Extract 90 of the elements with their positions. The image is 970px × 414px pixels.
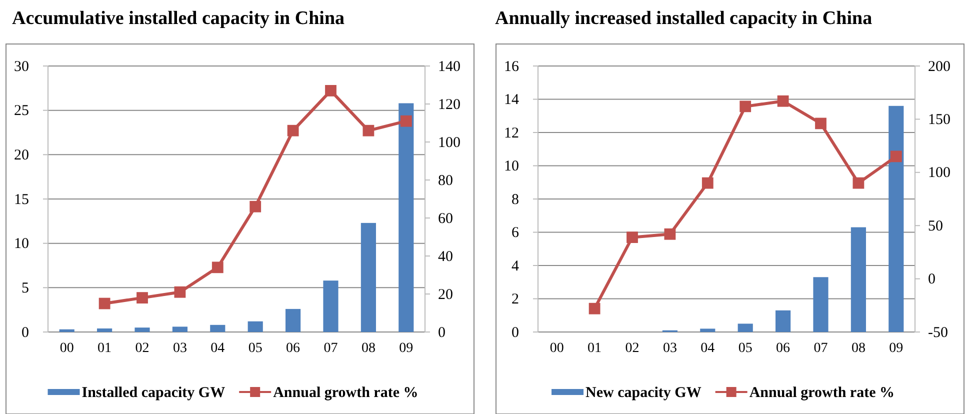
y-tick-label: 0 bbox=[22, 324, 29, 341]
point bbox=[136, 292, 148, 304]
x-tick-label: 05 bbox=[248, 340, 262, 356]
point bbox=[287, 124, 299, 136]
point bbox=[250, 200, 262, 212]
y-tick-label: 8 bbox=[512, 192, 519, 208]
legend-label: Annual growth rate % bbox=[273, 385, 418, 401]
y2-tick-label: 0 bbox=[438, 324, 446, 341]
x-tick-label: 05 bbox=[738, 340, 752, 356]
y2-tick-label: 60 bbox=[438, 210, 453, 227]
x-tick-label: 09 bbox=[889, 340, 904, 356]
bar bbox=[97, 328, 112, 332]
point bbox=[890, 150, 902, 162]
chart-title: Accumulative installed capacity in China bbox=[12, 8, 346, 29]
x-tick-label: 08 bbox=[361, 340, 376, 356]
y-tick-label: 16 bbox=[504, 58, 520, 75]
x-tick-label: 06 bbox=[286, 340, 300, 356]
y-tick-label: 12 bbox=[504, 125, 519, 142]
bar bbox=[738, 324, 753, 332]
x-tick-label: 08 bbox=[851, 340, 866, 356]
x-tick-label: 09 bbox=[399, 340, 414, 356]
bar bbox=[172, 326, 188, 332]
point bbox=[626, 232, 638, 244]
y2-tick-label: 50 bbox=[928, 218, 943, 234]
point bbox=[98, 298, 110, 310]
legend-label: New capacity GW bbox=[586, 385, 702, 401]
y-tick-label: 14 bbox=[504, 92, 520, 108]
x-tick-label: 00 bbox=[60, 340, 74, 356]
x-tick-label: 02 bbox=[625, 340, 640, 356]
bar bbox=[248, 321, 263, 332]
y2-tick-label: 20 bbox=[438, 286, 453, 303]
y2-tick-label: 120 bbox=[438, 96, 460, 113]
bar bbox=[59, 329, 74, 332]
point bbox=[815, 118, 826, 130]
y-tick-label: 20 bbox=[14, 147, 29, 164]
point bbox=[400, 115, 412, 127]
y-tick-label: 0 bbox=[512, 324, 519, 341]
x-tick-label: 07 bbox=[324, 340, 338, 356]
x-tick-label: 01 bbox=[588, 340, 602, 356]
bar bbox=[286, 308, 301, 332]
legend-label: Installed capacity GW bbox=[82, 385, 226, 401]
x-tick-label: 01 bbox=[98, 340, 112, 356]
y2-tick-label: -50 bbox=[928, 324, 948, 341]
bar bbox=[888, 106, 904, 332]
point bbox=[212, 262, 224, 274]
bar bbox=[210, 324, 226, 332]
y-tick-label: 25 bbox=[14, 103, 29, 120]
x-tick-label: 07 bbox=[814, 340, 828, 356]
y-tick-label: 15 bbox=[14, 192, 29, 208]
x-tick-label: 00 bbox=[550, 340, 564, 356]
bar bbox=[700, 328, 716, 332]
bar bbox=[323, 280, 338, 332]
bar bbox=[134, 328, 150, 332]
y-tick-label: 30 bbox=[14, 58, 29, 75]
y2-tick-label: 40 bbox=[438, 248, 453, 265]
point bbox=[362, 124, 374, 136]
point bbox=[740, 100, 752, 112]
y2-tick-label: 140 bbox=[438, 58, 460, 75]
y-tick-label: 5 bbox=[22, 280, 29, 296]
point bbox=[702, 177, 714, 189]
bar bbox=[776, 310, 791, 332]
y2-tick-label: 200 bbox=[928, 58, 950, 75]
y-tick-label: 10 bbox=[14, 236, 29, 252]
bar bbox=[360, 222, 376, 332]
x-tick-label: 03 bbox=[662, 340, 677, 356]
x-tick-label: 03 bbox=[172, 340, 187, 356]
point bbox=[664, 228, 676, 240]
y2-tick-label: 150 bbox=[928, 112, 950, 128]
legend-label: Annual growth rate % bbox=[749, 385, 894, 401]
chart-title: Annually increased installed capacity in China bbox=[495, 8, 873, 29]
point bbox=[777, 95, 789, 107]
y-tick-label: 10 bbox=[504, 158, 519, 175]
point bbox=[852, 177, 864, 189]
y2-tick-label: 100 bbox=[438, 134, 460, 151]
y-tick-label: 2 bbox=[512, 292, 519, 308]
point bbox=[174, 286, 186, 298]
y2-tick-label: 80 bbox=[438, 172, 453, 189]
point bbox=[325, 85, 336, 96]
bar bbox=[850, 227, 866, 332]
x-tick-label: 04 bbox=[210, 340, 225, 356]
bar bbox=[398, 103, 414, 332]
y2-tick-label: 0 bbox=[928, 272, 936, 288]
y-tick-label: 6 bbox=[512, 225, 520, 242]
bar bbox=[813, 277, 828, 332]
y-tick-label: 4 bbox=[512, 258, 520, 274]
point bbox=[588, 302, 600, 314]
x-tick-label: 04 bbox=[700, 340, 715, 356]
y2-tick-label: 100 bbox=[928, 165, 950, 182]
x-tick-label: 06 bbox=[776, 340, 790, 356]
x-tick-label: 02 bbox=[135, 340, 150, 356]
